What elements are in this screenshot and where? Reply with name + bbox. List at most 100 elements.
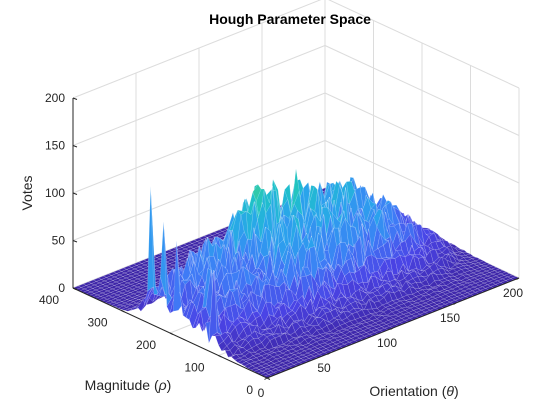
surface-patch: [435, 296, 445, 302]
surface-patch: [452, 267, 462, 273]
surface-patch: [277, 362, 287, 367]
surface-patch: [326, 323, 336, 332]
theta-tick-label: 100: [377, 336, 397, 350]
surface-patch: [244, 351, 254, 360]
surface-patch: [434, 280, 444, 286]
surface-patch: [410, 234, 419, 252]
surface-patch: [416, 309, 426, 315]
surface-patch: [440, 285, 450, 290]
surface-patch: [441, 290, 452, 295]
surface-patch: [423, 285, 434, 290]
surface-patch: [391, 249, 401, 259]
rho-tick: [266, 377, 271, 380]
surface-patch: [344, 271, 354, 285]
rho-tick-label: 400: [39, 293, 59, 307]
surface-patch: [335, 308, 344, 317]
surface-patch: [430, 272, 440, 282]
surface-patch: [250, 367, 260, 372]
votes-tick-label: 50: [52, 234, 66, 248]
surface-patch: [126, 297, 136, 301]
surface-patch: [435, 285, 445, 292]
surface-patch: [329, 283, 338, 297]
surface-patch: [419, 270, 429, 277]
surface-patch: [336, 319, 346, 326]
surface-patch: [464, 270, 474, 276]
surface-patch: [197, 306, 207, 315]
surface-patch: [137, 299, 147, 312]
surface-patch: [418, 244, 428, 256]
surface-patch: [126, 304, 136, 310]
surface-patch: [225, 332, 234, 344]
surface-patch: [394, 312, 404, 317]
surface-patch: [357, 330, 367, 335]
surface-patch: [339, 334, 349, 339]
surface-patch: [451, 296, 461, 301]
surface-patch: [137, 259, 148, 264]
surface-patch: [114, 304, 124, 309]
surface-patch: [467, 263, 478, 268]
surface-patch: [240, 361, 250, 367]
surface-patch: [419, 302, 430, 307]
surface-patch: [502, 276, 512, 281]
surface-patch: [311, 329, 321, 337]
surface-patch: [426, 296, 437, 301]
surface-patch: [427, 272, 437, 277]
surface-patch: [229, 209, 238, 231]
surface-patch: [408, 286, 418, 295]
surface-patch: [412, 276, 422, 284]
surface-patch: [345, 218, 354, 248]
surface-patch: [328, 300, 338, 312]
surface-patch: [281, 331, 291, 336]
surface-patch: [236, 339, 246, 348]
surface-patch: [192, 311, 202, 329]
surface-patch: [439, 278, 449, 283]
surface-patch: [305, 273, 315, 300]
surface-patch: [340, 340, 350, 345]
y-axis-label: Magnitude (ρ): [85, 377, 172, 393]
surface-patch: [284, 183, 293, 220]
surface-patch: [336, 180, 345, 201]
surface-patch: [462, 265, 473, 269]
surface-patch: [218, 273, 227, 293]
theta-tick: [264, 377, 268, 380]
surface-patch: [269, 284, 278, 309]
surface-patch: [386, 321, 396, 327]
surface-patch: [336, 332, 346, 338]
surface-patch: [331, 180, 340, 213]
surface-patch: [442, 280, 452, 287]
surface-patch: [325, 311, 334, 323]
surface-patch: [461, 268, 471, 273]
surface-patch: [394, 279, 403, 288]
votes-tick-label: 0: [58, 281, 65, 295]
surface-patch: [342, 336, 352, 341]
surface-patch: [231, 269, 241, 294]
surface-patch: [496, 278, 507, 283]
theta-tick-label: 0: [258, 386, 265, 400]
surface-patch: [354, 328, 364, 333]
rho-tick-label: 300: [87, 316, 107, 330]
rho-tick-label: 200: [136, 338, 156, 352]
surface-patch: [507, 274, 517, 279]
surface-patch: [404, 298, 415, 302]
surface-patch: [221, 345, 231, 352]
surface-mesh: [72, 168, 520, 379]
surface-patch: [215, 335, 224, 346]
surface-patch: [314, 317, 324, 326]
surface-patch: [325, 346, 335, 351]
theta-tick-label: 50: [317, 361, 331, 375]
surface-patch: [418, 257, 427, 272]
surface-patch: [398, 303, 408, 309]
surface-patch: [403, 301, 413, 308]
surface-patch: [310, 341, 320, 348]
surface-patch: [366, 320, 376, 326]
surface-patch: [468, 286, 478, 292]
surface-patch: [138, 281, 148, 286]
surface-patch: [257, 296, 266, 316]
surface-patch: [182, 258, 191, 284]
surface-patch: [301, 319, 311, 328]
surface-patch: [409, 306, 420, 311]
surface-patch: [325, 295, 335, 307]
surface-patch: [431, 285, 441, 289]
